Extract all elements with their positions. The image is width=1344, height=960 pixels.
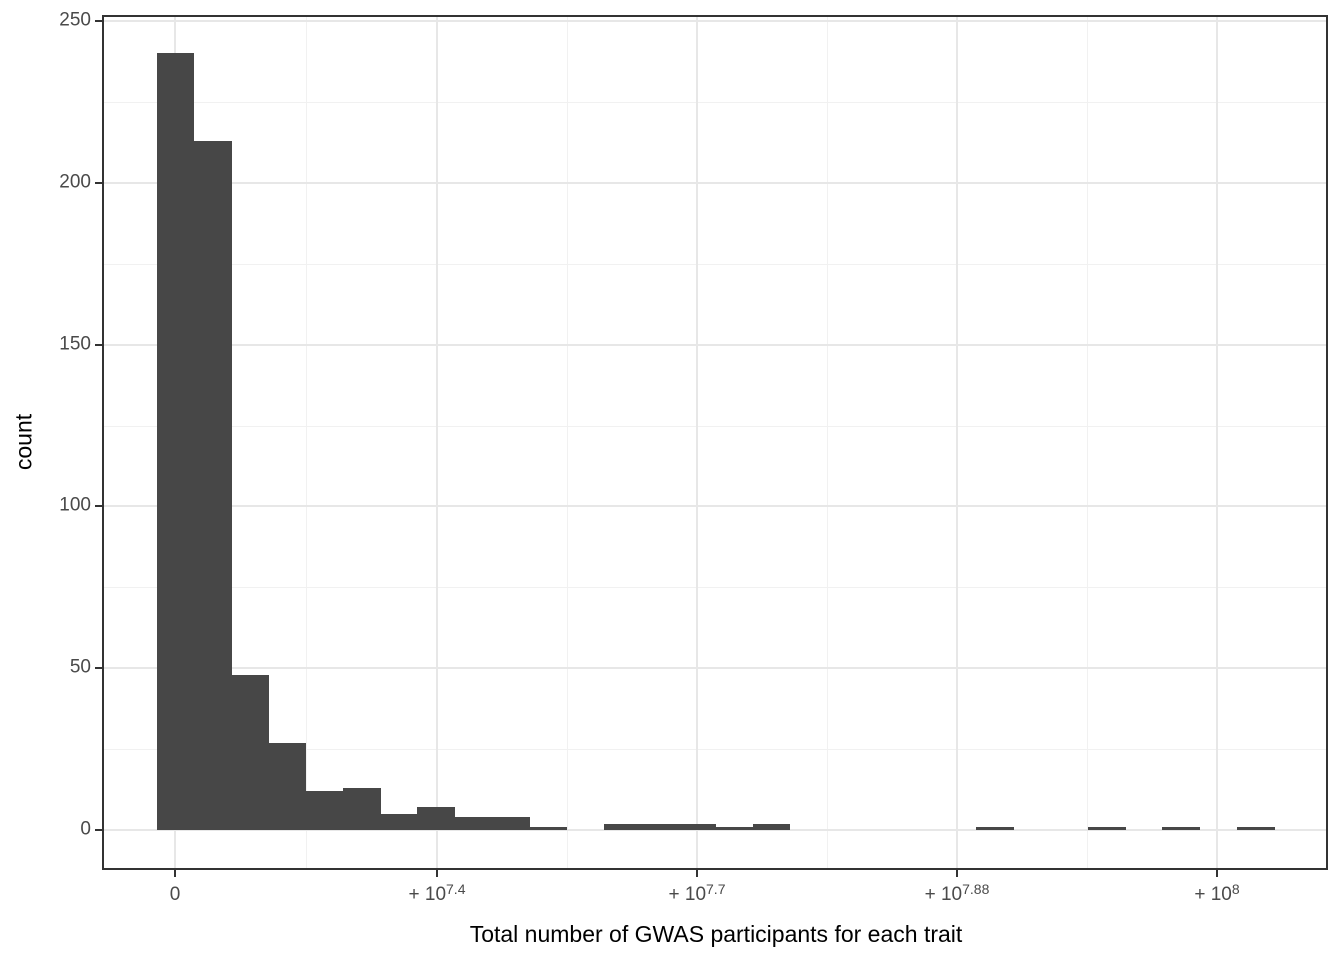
x-tick-base: 0 [169, 884, 181, 905]
y-tick-mark [95, 181, 102, 184]
histogram-bar [976, 826, 1014, 830]
x-tick-mark [174, 870, 176, 877]
x-tick-base: + 10 [1194, 884, 1232, 905]
histogram-bar [231, 674, 269, 830]
x-tick-exponent: 7.7 [706, 881, 726, 897]
histogram-bar [752, 823, 791, 830]
gridline-horizontal-major [102, 829, 1328, 831]
x-tick-exponent: 7.88 [962, 881, 990, 897]
plot-panel [102, 15, 1328, 870]
x-tick-base: + 10 [668, 884, 707, 905]
gridline-horizontal-minor [102, 749, 1328, 751]
histogram-bar [1162, 826, 1201, 830]
y-tick-mark [95, 20, 102, 22]
x-tick-exponent: 7.4 [446, 881, 466, 897]
gridline-vertical-minor [306, 15, 307, 870]
y-tick-label: 250 [59, 9, 91, 31]
x-tick-exponent: 8 [1231, 881, 1240, 897]
gridline-vertical-minor [567, 15, 568, 870]
gridline-horizontal-minor [102, 587, 1328, 589]
histogram-bar [193, 140, 232, 830]
y-tick-label: 150 [59, 333, 91, 355]
gridline-vertical-major [696, 15, 698, 870]
gridline-horizontal-major [102, 343, 1328, 346]
histogram-bar [156, 53, 195, 830]
y-tick-label: 0 [80, 818, 91, 840]
histogram-bar [1087, 826, 1126, 830]
histogram-bar [417, 807, 456, 830]
histogram-bar [715, 826, 754, 830]
x-tick-mark [436, 870, 438, 877]
x-tick-base: + 10 [408, 884, 447, 905]
gridline-horizontal-minor [102, 101, 1328, 103]
histogram-bar [268, 742, 307, 830]
x-tick-label: + 107.7 [668, 881, 726, 906]
gridline-horizontal-major [102, 181, 1328, 184]
histogram-bar [454, 817, 493, 830]
histogram-bar [529, 826, 567, 830]
x-axis-title: Total number of GWAS participants for ea… [469, 921, 963, 947]
y-tick-mark [95, 829, 102, 831]
histogram-bar [380, 813, 418, 830]
gridline-horizontal-major [102, 505, 1328, 508]
histogram-bar [1236, 826, 1275, 830]
x-tick-mark [696, 870, 698, 877]
y-tick-mark [95, 667, 102, 670]
histogram-bar [342, 787, 381, 830]
histogram-bar [491, 817, 530, 830]
x-tick-mark [1216, 870, 1218, 877]
gridline-horizontal-minor [102, 263, 1328, 265]
y-tick-mark [95, 505, 102, 508]
gridline-horizontal-major [102, 20, 1328, 22]
gridline-vertical-major [436, 15, 438, 870]
x-tick-label: + 107.88 [924, 881, 990, 906]
gridline-vertical-major [956, 15, 958, 870]
histogram-bar [678, 823, 716, 830]
y-tick-label: 50 [69, 656, 91, 678]
gridline-vertical-minor [1087, 15, 1088, 870]
histogram-bar [305, 791, 344, 830]
gridline-vertical-minor [827, 15, 828, 870]
y-tick-label: 200 [59, 171, 91, 193]
x-tick-label: + 108 [1194, 881, 1240, 906]
gridline-horizontal-minor [102, 425, 1328, 427]
histogram-bar [640, 823, 679, 830]
gridline-horizontal-major [102, 667, 1328, 670]
gridline-vertical-major [1216, 15, 1218, 870]
x-tick-mark [956, 870, 958, 877]
x-tick-label: + 107.4 [408, 881, 466, 906]
y-tick-label: 100 [59, 494, 91, 516]
histogram-bar [603, 823, 642, 830]
y-axis-title: count [10, 413, 37, 471]
y-tick-mark [95, 343, 102, 346]
x-tick-base: + 10 [924, 884, 963, 905]
x-tick-label: 0 [170, 884, 181, 906]
